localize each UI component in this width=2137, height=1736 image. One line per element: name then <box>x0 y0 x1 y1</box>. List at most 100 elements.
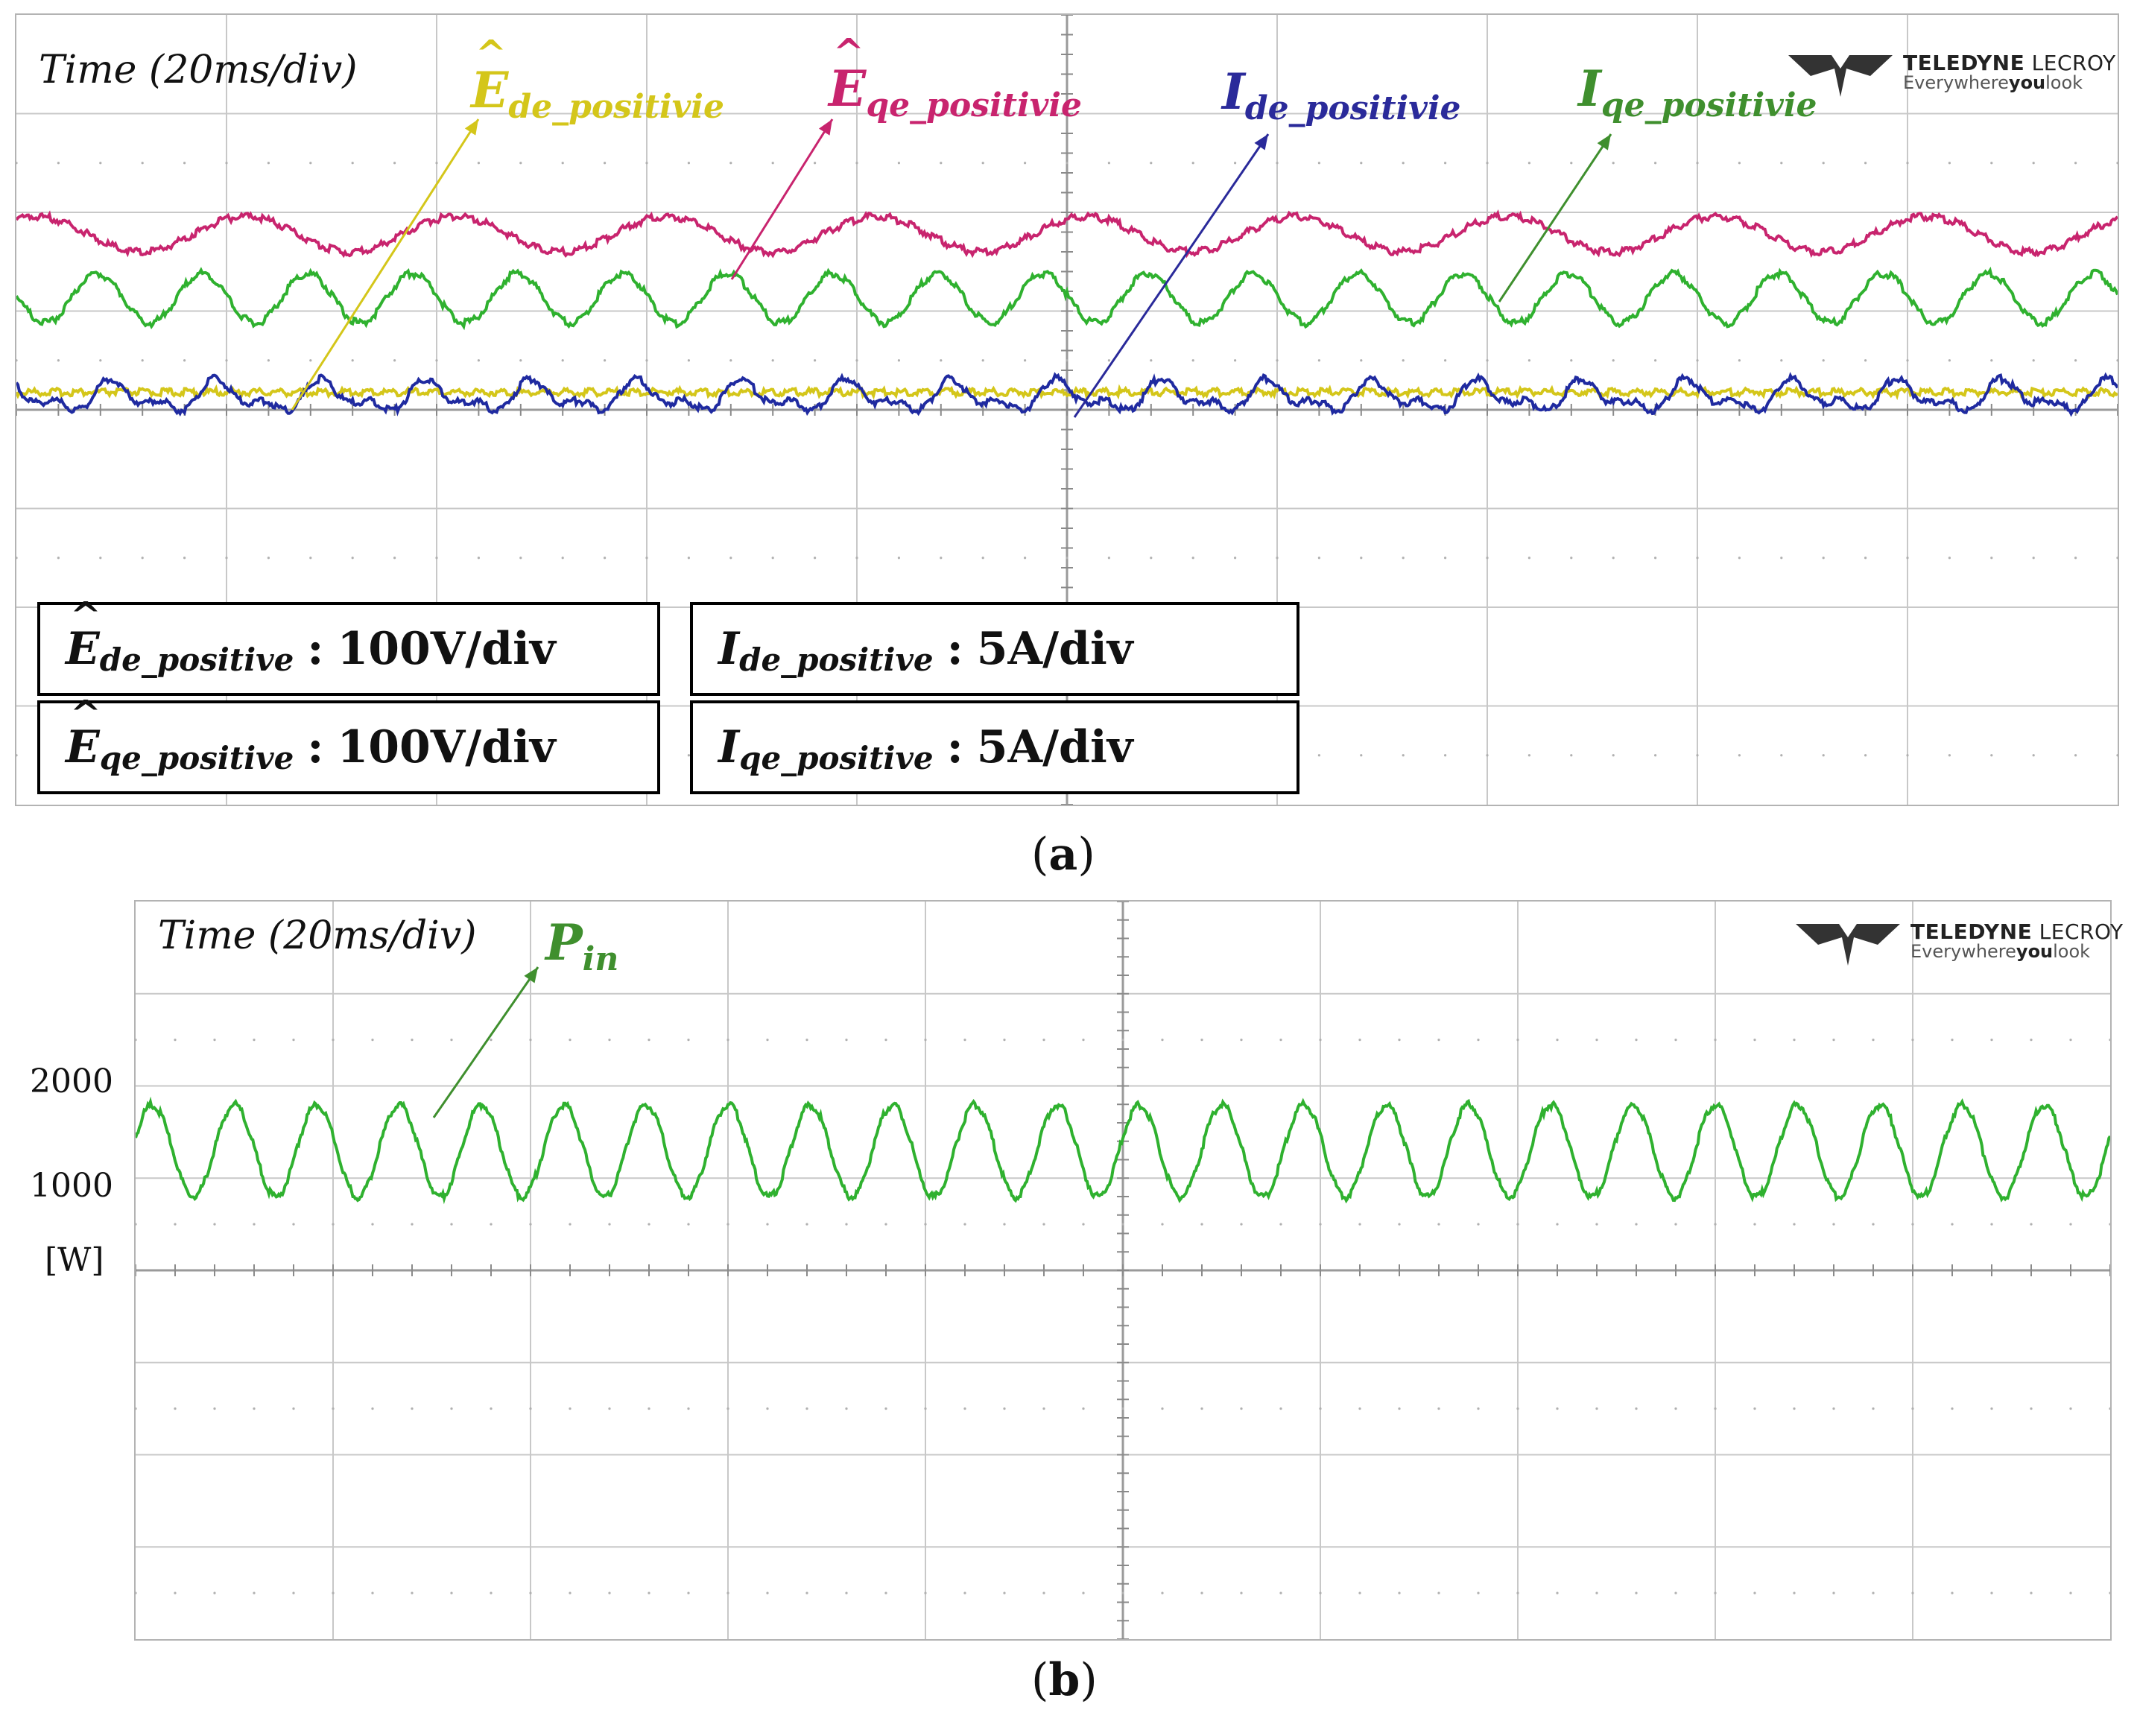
grid-dot <box>608 1591 611 1594</box>
grid-dot <box>1832 1039 1835 1042</box>
grid-dot <box>1911 1407 1914 1410</box>
grid-dot <box>1990 1591 1993 1594</box>
teledyne-mark-icon <box>1788 55 1893 97</box>
scale-e-qe-symbol: E <box>66 691 101 773</box>
scale-i-qe-colon: : <box>946 721 963 773</box>
grid-dot <box>450 1591 453 1594</box>
teledyne-lecroy-logo-a: TELEDYNE LECROY Everywhereyoulook <box>1788 46 2116 98</box>
grid-dot <box>490 1039 493 1042</box>
logo-brand-thin: LECROY <box>2024 50 2116 75</box>
grid-dot <box>267 359 270 362</box>
grid-dot <box>1951 1223 1954 1226</box>
grid-dot <box>1276 359 1279 362</box>
grid-dot <box>1486 359 1489 362</box>
grid-dot <box>1696 557 1699 560</box>
grid-dot <box>1780 359 1783 362</box>
grid-dot <box>1082 1407 1085 1410</box>
grid-dot <box>309 557 312 560</box>
grid-dot <box>1402 162 1405 165</box>
grid-dot <box>371 1223 374 1226</box>
grid-dot <box>608 1039 611 1042</box>
grid-dot <box>648 1039 650 1042</box>
grid-dot <box>687 1407 690 1410</box>
arrow-e-de <box>291 118 480 411</box>
grid-dot <box>1398 1407 1401 1410</box>
caption-a-letter: a <box>1048 829 1078 881</box>
grid-dot <box>1911 1223 1914 1226</box>
grid-dot <box>1872 1039 1875 1042</box>
grid-dot <box>1279 1591 1282 1594</box>
grid-dot <box>924 1591 927 1594</box>
grid-dot <box>1527 754 1530 757</box>
grid <box>136 902 2110 1639</box>
label-p-in-sub: in <box>582 940 619 978</box>
grid-dot <box>411 1407 414 1410</box>
grid-dot <box>604 359 607 362</box>
grid-dot <box>1121 1407 1124 1410</box>
grid-dot <box>814 162 817 165</box>
grid-dot <box>569 1407 572 1410</box>
grid-dot <box>1654 557 1657 560</box>
grid-dot <box>1121 1223 1124 1226</box>
grid-dot <box>1738 162 1741 165</box>
grid-dot <box>1832 1591 1835 1594</box>
grid-dot <box>2032 557 2035 560</box>
grid-dot <box>1319 1407 1322 1410</box>
grid-dot <box>1003 1407 1006 1410</box>
grid-dot <box>435 359 438 362</box>
logo-tag-pre: Everywhere <box>1910 941 2016 963</box>
arrow-e-de-head <box>464 119 478 136</box>
grid-dot <box>1570 557 1573 560</box>
grid-dot <box>1042 1039 1045 1042</box>
grid-dot <box>884 1591 887 1594</box>
grid-dot <box>1486 557 1489 560</box>
grid-dot <box>1398 1591 1401 1594</box>
grid-dot <box>57 359 60 362</box>
label-e-qe-positive: Eqe_positivie <box>829 30 1082 124</box>
grid-dot <box>351 162 354 165</box>
grid-dot <box>393 557 396 560</box>
scale-i-de-symbol: I <box>718 623 740 675</box>
grid-dot <box>450 1223 453 1226</box>
grid-dot <box>1864 557 1867 560</box>
grid-dot <box>309 162 312 165</box>
grid-dot <box>1780 162 1783 165</box>
grid-dot <box>1200 1591 1203 1594</box>
grid-dot <box>213 1407 216 1410</box>
grid-dot <box>1437 1039 1440 1042</box>
grid-dot <box>687 359 691 362</box>
grid-dot <box>729 162 732 165</box>
grid-dot <box>805 1591 808 1594</box>
grid-dot <box>940 359 943 362</box>
grid-dot <box>1003 1223 1006 1226</box>
grid-dot <box>1358 1591 1361 1594</box>
grid-dot <box>1951 1407 1954 1410</box>
grid-dot <box>213 1591 216 1594</box>
grid-dot <box>726 1591 729 1594</box>
logo-brand-bold: TELEDYNE <box>1910 919 2033 944</box>
grid-dot <box>2030 1407 2033 1410</box>
grid-dot <box>1477 1223 1480 1226</box>
grid-dot <box>141 162 144 165</box>
grid-dot <box>1358 1407 1361 1410</box>
grid-dot <box>529 1591 532 1594</box>
grid-dot <box>1319 1223 1322 1226</box>
grid-dot <box>2074 162 2077 165</box>
scale-e-de-sub: de_positive <box>99 641 294 678</box>
grid-dot <box>490 1407 493 1410</box>
label-e-de-sub: de_positivie <box>508 88 724 126</box>
grid-dot <box>332 1039 335 1042</box>
grid-dot <box>1872 1223 1875 1226</box>
grid-dot <box>1279 1039 1282 1042</box>
scale-i-de-colon: : <box>946 623 963 675</box>
grid-dot <box>1738 557 1741 560</box>
grid-dot <box>924 1407 927 1410</box>
grid-dot <box>726 1223 729 1226</box>
grid-dot <box>2109 1039 2110 1042</box>
grid-dot <box>608 1407 611 1410</box>
grid-dot <box>1402 754 1405 757</box>
grid-dot <box>529 1223 532 1226</box>
grid-dot <box>1654 359 1657 362</box>
logo-tag-bold: you <box>2008 72 2046 94</box>
